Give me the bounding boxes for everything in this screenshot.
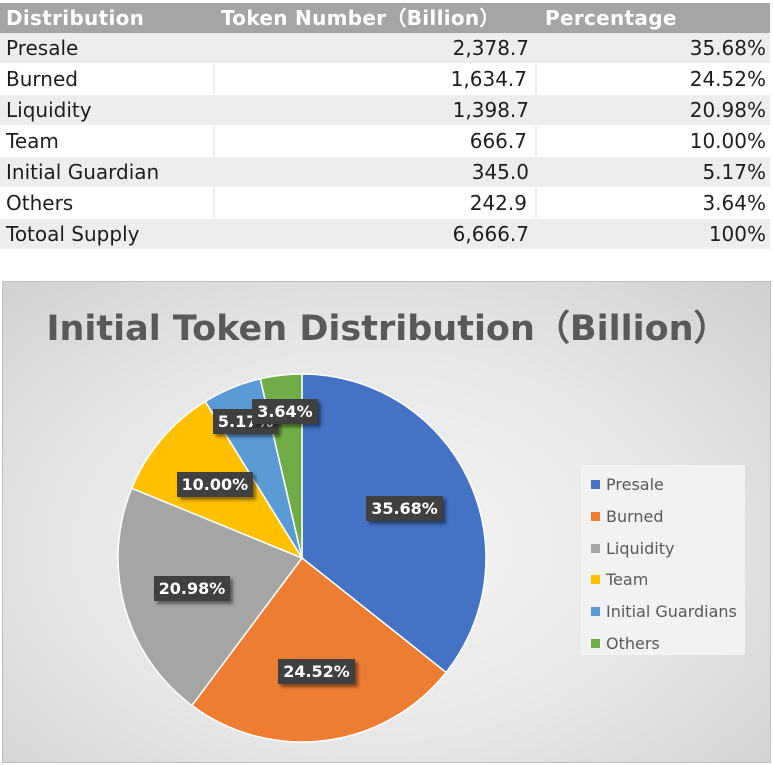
cell-token-number: 242.9	[215, 188, 537, 218]
header-distribution: Distribution	[6, 6, 145, 30]
cell-percentage: 35.68%	[689, 36, 766, 60]
table-row: Initial Guardian 345.0 5.17%	[0, 157, 770, 187]
legend-label: Others	[606, 633, 660, 653]
cell-token-number: 1,634.7	[215, 64, 537, 94]
legend-item-liquidity: Liquidity	[591, 532, 745, 564]
legend-label: Team	[606, 570, 649, 590]
legend-item-team: Team	[591, 564, 745, 596]
cell-percentage: 10.00%	[689, 129, 766, 153]
pie-chart	[117, 373, 487, 743]
legend-swatch	[591, 638, 600, 648]
table-row: Liquidity 1,398.7 20.98%	[0, 95, 770, 125]
cell-token-number: 666.7	[215, 126, 537, 156]
cell-distribution: Burned	[0, 64, 215, 94]
legend-item-others: Others	[591, 627, 745, 659]
header-percentage: Percentage	[545, 6, 677, 30]
table-row: Burned 1,634.7 24.52%	[0, 64, 770, 94]
legend-label: Initial Guardians	[606, 602, 737, 622]
legend-swatch	[591, 607, 600, 617]
cell-distribution: Totoal Supply	[6, 222, 140, 246]
legend-item-presale: Presale	[591, 469, 745, 501]
pie-chart-panel: Initial Token Distribution（Billion） Pres…	[2, 281, 771, 763]
cell-distribution: Initial Guardian	[6, 160, 160, 184]
legend-swatch	[591, 575, 600, 585]
data-label-burned: 24.52%	[278, 658, 355, 684]
chart-title: Initial Token Distribution（Billion）	[46, 309, 729, 349]
cell-token-number: 6,666.7	[452, 222, 529, 246]
table-row-total: Totoal Supply 6,666.7 100%	[0, 219, 770, 249]
data-label-presale: 35.68%	[366, 495, 443, 521]
data-label-liquidity: 20.98%	[153, 576, 231, 601]
cell-token-number: 345.0	[471, 160, 529, 184]
table-row: Team 666.7 10.00%	[0, 126, 770, 156]
data-label-team: 10.00%	[176, 471, 254, 497]
table-row: Presale 2,378.7 35.68%	[0, 33, 770, 63]
cell-percentage: 5.17%	[702, 160, 766, 184]
pie-slice-burned	[190, 556, 448, 743]
legend-swatch	[591, 480, 600, 490]
chart-legend: Presale Burned Liquidity Team Initial Guardi…	[581, 465, 745, 655]
cell-distribution: Team	[0, 126, 215, 156]
legend-swatch	[591, 543, 600, 553]
pie-slice-presale	[301, 373, 487, 674]
cell-distribution: Others	[0, 188, 215, 218]
cell-percentage: 100%	[708, 222, 766, 246]
legend-label: Presale	[606, 475, 664, 495]
cell-distribution: Presale	[6, 36, 79, 60]
cell-token-number: 1,398.7	[452, 98, 529, 122]
cell-token-number: 2,378.7	[452, 36, 529, 60]
table-header-row: Distribution Token Number（Billion） Perce…	[0, 3, 770, 33]
data-label-others: 3.64%	[252, 399, 318, 425]
cell-distribution: Liquidity	[6, 98, 92, 122]
cell-percentage: 3.64%	[702, 191, 766, 215]
legend-label: Liquidity	[606, 538, 675, 558]
cell-percentage: 20.98%	[689, 98, 766, 122]
legend-item-initial-guardians: Initial Guardians	[591, 596, 745, 628]
legend-swatch	[591, 512, 600, 522]
legend-item-burned: Burned	[591, 501, 745, 533]
header-token-number: Token Number（Billion）	[221, 6, 500, 30]
cell-percentage: 24.52%	[689, 67, 766, 91]
table-row: Others 242.9 3.64%	[0, 188, 770, 218]
legend-label: Burned	[606, 507, 664, 527]
